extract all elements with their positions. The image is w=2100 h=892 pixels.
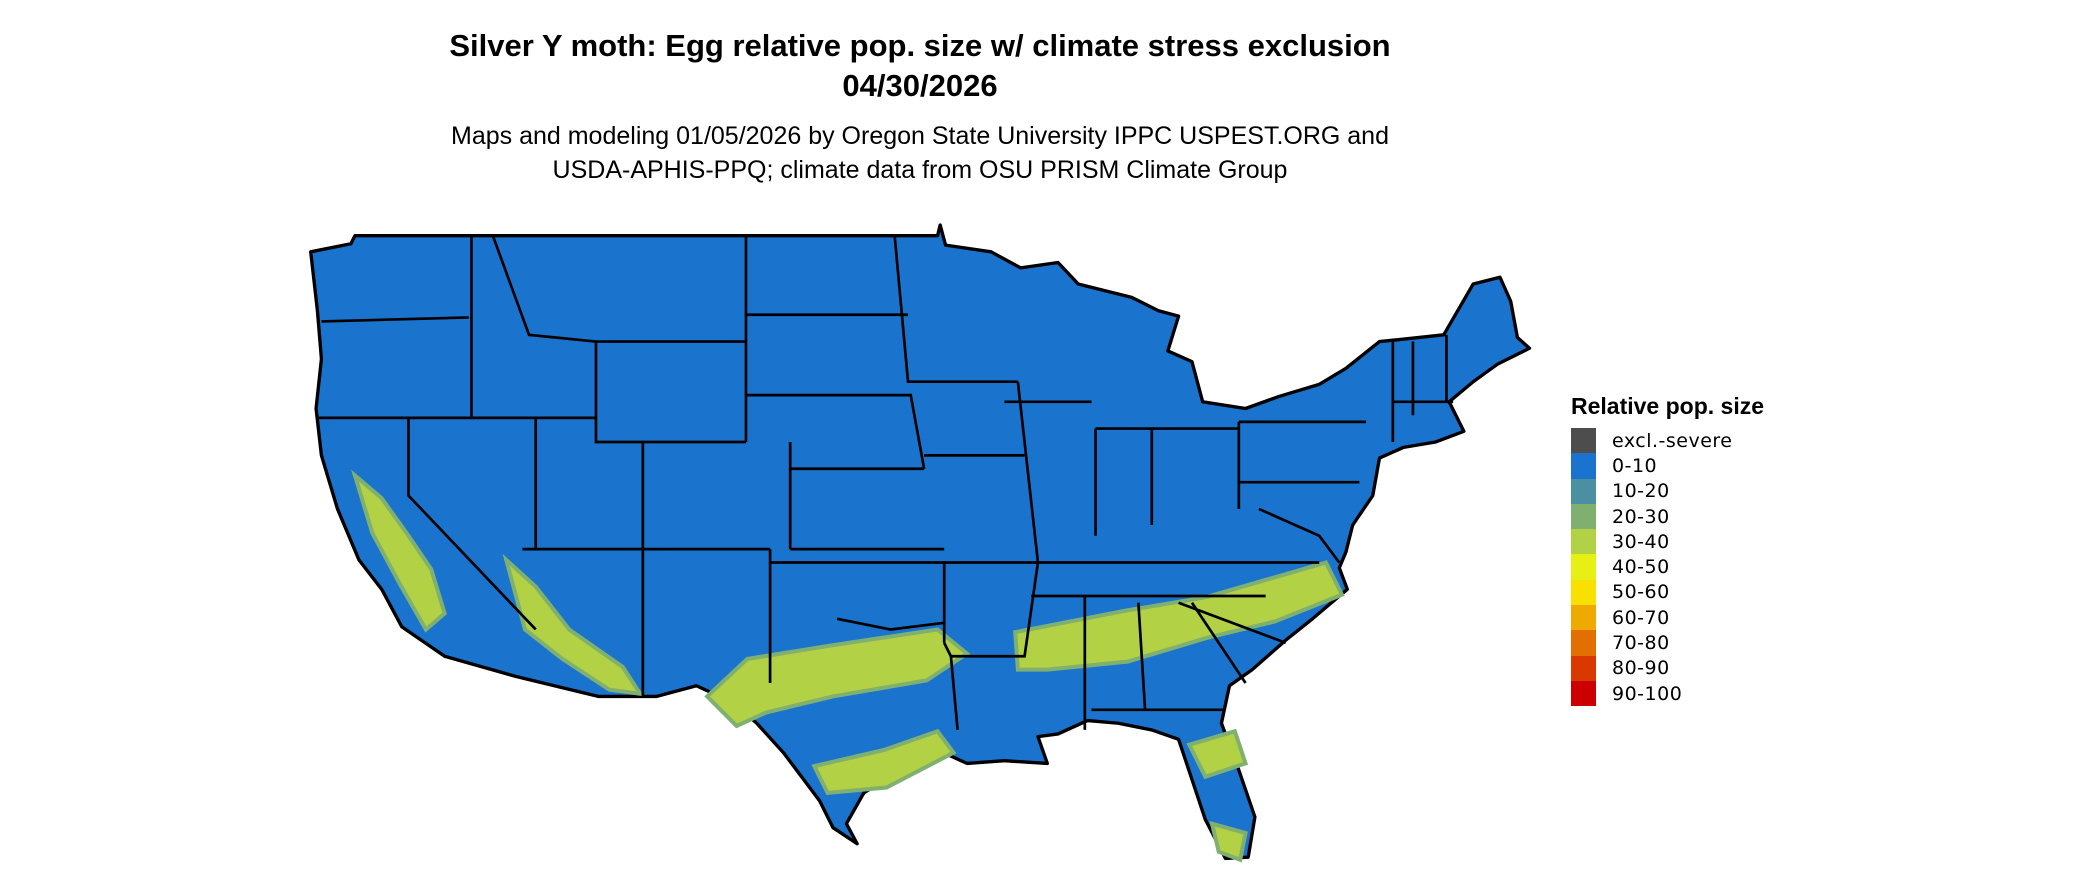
legend-item: 50-60 <box>1571 579 1764 606</box>
legend-swatch <box>1571 655 1596 681</box>
legend-label: 10-20 <box>1612 480 1670 503</box>
credits-line-1: Maps and modeling 01/05/2026 by Oregon S… <box>451 122 1389 150</box>
legend-label: 90-100 <box>1612 682 1683 705</box>
legend-label: excl.-severe <box>1612 429 1733 452</box>
legend-item: 90-100 <box>1571 680 1764 707</box>
legend-swatch <box>1571 529 1596 555</box>
legend-item: 0-10 <box>1571 453 1764 479</box>
legend-swatch <box>1571 630 1596 656</box>
legend-item: 20-30 <box>1571 503 1764 530</box>
map-date: 04/30/2026 <box>842 68 998 103</box>
credits-line-2: USDA-APHIS-PPQ; climate data from OSU PR… <box>552 156 1288 184</box>
map-title: Silver Y moth: Egg relative pop. size w/… <box>449 28 1391 63</box>
legend-item: excl.-severe <box>1571 428 1764 454</box>
legend-item: 10-20 <box>1571 478 1764 504</box>
legend-swatch <box>1571 579 1596 606</box>
legend-item: 80-90 <box>1571 655 1764 681</box>
legend-swatch <box>1571 605 1596 631</box>
legend-item: 40-50 <box>1571 554 1764 580</box>
legend-swatch <box>1571 554 1596 580</box>
state-borders <box>318 235 1454 731</box>
legend: Relative pop. size excl.-severe 0-10 10-20… <box>1571 393 1765 707</box>
legend-swatch <box>1571 453 1596 479</box>
legend-title: Relative pop. size <box>1571 393 1765 419</box>
legend-label: 70-80 <box>1612 632 1670 655</box>
legend-swatch <box>1571 680 1596 707</box>
legend-swatch <box>1571 478 1596 504</box>
suitability-30-40-zones <box>351 469 1345 863</box>
legend-label: 40-50 <box>1612 556 1670 579</box>
legend-label: 60-70 <box>1612 606 1670 629</box>
legend-item: 70-80 <box>1571 630 1764 656</box>
legend-swatch <box>1571 503 1596 530</box>
legend-item: 30-40 <box>1571 529 1764 555</box>
legend-label: 30-40 <box>1612 530 1670 553</box>
legend-swatch <box>1571 428 1596 454</box>
legend-label: 20-30 <box>1612 505 1670 528</box>
legend-item: 60-70 <box>1571 605 1764 631</box>
legend-label: 50-60 <box>1612 581 1670 604</box>
legend-label: 80-90 <box>1612 657 1670 680</box>
legend-label: 0-10 <box>1612 454 1658 477</box>
